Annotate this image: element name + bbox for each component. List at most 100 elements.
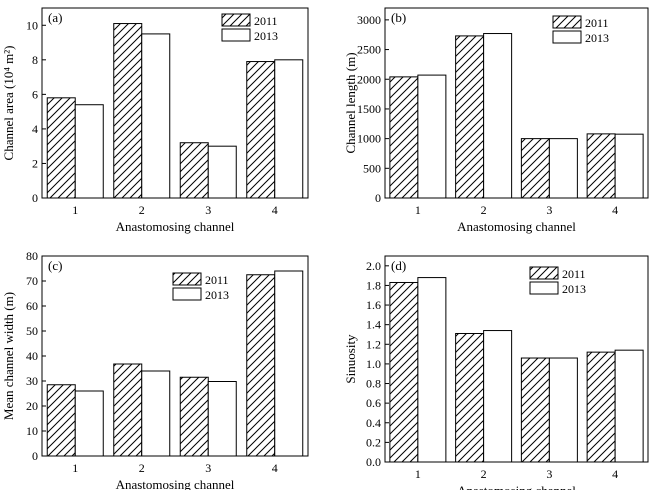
x-tick-label: 1	[415, 203, 421, 217]
bar-2013-channel-2	[483, 33, 513, 199]
bar-2013-channel-3	[207, 381, 237, 457]
x-tick-label: 4	[612, 467, 618, 481]
bar-2013-channel-2	[483, 330, 513, 463]
y-tick-label: 500	[363, 161, 381, 175]
y-tick-label: 60	[26, 299, 38, 313]
bar-2013-channel-3	[548, 138, 578, 199]
legend-label-2011: 2011	[585, 16, 609, 30]
y-tick-label: 0	[32, 449, 38, 463]
bar-2013-channel-2	[141, 370, 171, 457]
panel-label: (a)	[48, 10, 62, 25]
y-tick-label: 1.6	[366, 298, 381, 312]
x-axis-label: Anastomosing channel	[457, 483, 576, 490]
y-tick-label: 30	[26, 374, 38, 388]
legend-swatch-2013	[172, 287, 202, 301]
y-tick-label: 1.2	[366, 337, 381, 351]
y-tick-label: 1000	[357, 132, 381, 146]
x-tick-label: 1	[72, 203, 78, 217]
y-tick-label: 2.0	[366, 259, 381, 273]
y-tick-label: 70	[26, 274, 38, 288]
bar-2011-channel-2	[455, 35, 485, 199]
x-axis-label: Anastomosing channel	[116, 477, 235, 490]
y-tick-label: 0	[375, 191, 381, 205]
x-tick-label: 3	[546, 203, 552, 217]
y-tick-label: 10	[26, 424, 38, 438]
bar-2011-channel-3	[520, 138, 550, 199]
legend-label-2011: 2011	[205, 273, 229, 287]
bar-2011-channel-2	[113, 363, 143, 457]
bar-2011-channel-3	[179, 142, 209, 199]
panel-b: 0 500 1000 1500 2000 2500 3000 1 2 3 4 Anastomosing…	[343, 7, 649, 234]
x-tick-label: 1	[415, 467, 421, 481]
bar-2013-channel-3	[207, 145, 237, 199]
panel-c: 0 10 20 30 40 50 60 70 80 1 2 3 4 Anastomosing channe…	[1, 249, 309, 490]
legend-swatch-2011	[172, 272, 202, 286]
x-tick-label: 1	[72, 461, 78, 475]
plot-frame	[41, 7, 309, 199]
bar-2011-channel-4	[246, 274, 276, 457]
y-tick-label: 0.6	[366, 396, 381, 410]
legend-swatch-2013	[552, 30, 582, 44]
panel-d: 0.0 0.2 0.4 0.6 0.8 1.0 1.2 1.4 1.6 1.8 2.0 1 2 3 4 Ana…	[343, 255, 649, 490]
x-tick-label: 3	[205, 203, 211, 217]
bar-2011-channel-1	[46, 97, 76, 199]
bar-2013-channel-1	[417, 74, 447, 199]
legend-swatch-2011	[221, 13, 251, 27]
bar-2011-channel-3	[520, 357, 550, 463]
y-tick-label: 50	[26, 324, 38, 338]
legend-label-2013: 2013	[585, 31, 609, 45]
y-tick-label: 0.8	[366, 377, 381, 391]
legend-label-2013: 2013	[254, 29, 278, 43]
legend-label-2013: 2013	[562, 282, 586, 296]
y-tick-label: 80	[26, 249, 38, 263]
legend-swatch-2011	[552, 15, 582, 29]
panel-label: (b)	[391, 10, 406, 25]
bar-2011-channel-4	[246, 61, 276, 199]
bar-2013-channel-4	[274, 270, 304, 457]
x-tick-label: 4	[272, 461, 278, 475]
y-tick-label: 1.4	[366, 318, 381, 332]
bar-2011-channel-3	[179, 376, 209, 457]
bar-2011-channel-2	[455, 332, 485, 463]
bar-2013-channel-4	[614, 133, 644, 199]
bar-2011-channel-4	[586, 133, 616, 199]
y-tick-label: 1500	[357, 102, 381, 116]
x-tick-label: 2	[481, 467, 487, 481]
y-tick-label: 6	[32, 87, 38, 101]
x-tick-label: 4	[612, 203, 618, 217]
y-axis-label: Channel area (10⁴ m²)	[1, 46, 16, 161]
x-axis-label: Anastomosing channel	[457, 219, 576, 234]
bar-2011-channel-1	[46, 384, 76, 457]
x-tick-label: 3	[546, 467, 552, 481]
bar-2013-channel-1	[74, 104, 104, 199]
y-tick-label: 0	[32, 191, 38, 205]
y-tick-label: 1.0	[366, 357, 381, 371]
bar-2013-channel-1	[417, 277, 447, 463]
y-tick-label: 2500	[357, 43, 381, 57]
bar-2013-channel-1	[74, 390, 104, 457]
plot-frame	[384, 255, 649, 463]
bar-2013-channel-3	[548, 357, 578, 463]
y-axis-label: Mean channel width (m)	[1, 292, 16, 420]
legend-swatch-2011	[529, 266, 559, 280]
x-axis-label: Anastomosing channel	[116, 219, 235, 234]
x-tick-label: 4	[272, 203, 278, 217]
bar-2013-channel-4	[614, 349, 644, 463]
y-tick-label: 0.2	[366, 435, 381, 449]
y-tick-label: 3000	[357, 13, 381, 27]
y-axis-label: Sinuosity	[343, 334, 358, 384]
y-tick-label: 10	[26, 18, 38, 32]
y-tick-label: 20	[26, 399, 38, 413]
y-tick-label: 0.0	[366, 455, 381, 469]
bar-2011-channel-1	[389, 76, 419, 199]
x-tick-label: 2	[481, 203, 487, 217]
y-tick-label: 2000	[357, 72, 381, 86]
panel-label: (d)	[391, 258, 406, 273]
bar-2013-channel-4	[274, 59, 304, 199]
x-tick-label: 2	[139, 203, 145, 217]
legend-label-2011: 2011	[254, 14, 278, 28]
y-tick-label: 40	[26, 349, 38, 363]
y-tick-label: 8	[32, 53, 38, 67]
